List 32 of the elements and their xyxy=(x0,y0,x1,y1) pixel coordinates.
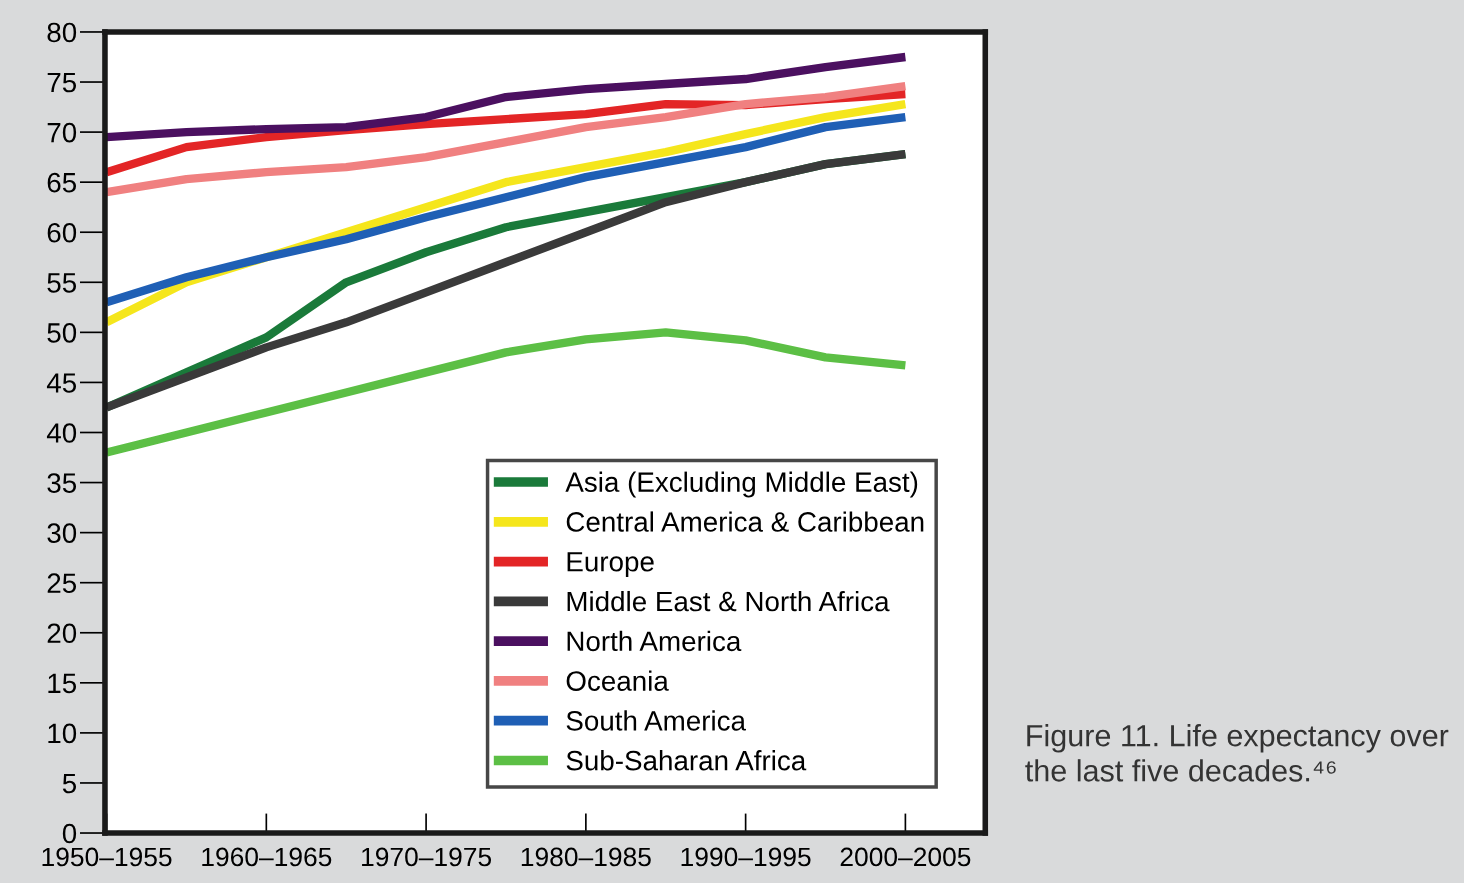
y-tick-label: 60 xyxy=(47,222,77,243)
legend-label: South America xyxy=(566,710,746,731)
legend-label: Sub-Saharan Africa xyxy=(566,750,807,771)
y-tick-label: 70 xyxy=(47,122,77,143)
y-tick-label: 30 xyxy=(47,523,77,543)
legend-label: Central America & Caribbean xyxy=(566,511,924,532)
y-tick-label: 55 xyxy=(47,273,77,293)
y-tick-label: 15 xyxy=(48,673,77,694)
y-tick-label: 75 xyxy=(47,72,77,93)
y-tick-label: 80 xyxy=(47,22,77,43)
legend-label: Middle East & North Africa xyxy=(567,590,890,612)
y-tick-label: 5 xyxy=(62,773,77,794)
y-tick-label: 35 xyxy=(47,473,77,493)
y-tick-label: 65 xyxy=(47,172,77,193)
x-tick-label: 1980–1985 xyxy=(521,847,651,867)
x-tick-label: 1970–1975 xyxy=(362,847,492,867)
legend-label: Europe xyxy=(567,552,654,578)
y-tick-label: 10 xyxy=(48,723,77,744)
caption: Figure 11. Life expectancy over the last five decades.⁴⁶ xyxy=(1025,724,1449,782)
x-tick-label: 1950–1955 xyxy=(42,847,172,867)
legend-label: North America xyxy=(567,630,742,652)
y-tick-label: 20 xyxy=(47,623,77,644)
x-tick-label: 2000–2005 xyxy=(840,847,971,867)
x-tick-label: 1990–1995 xyxy=(681,847,811,867)
legend-label: Asia (Excluding Middle East) xyxy=(565,471,918,498)
y-tick-label: 50 xyxy=(47,323,77,343)
x-tick-label: 1960–1965 xyxy=(202,847,332,867)
y-tick-label: 40 xyxy=(46,423,77,443)
y-tick-label: 25 xyxy=(47,573,77,594)
y-tick-label: 45 xyxy=(46,373,77,393)
y-tick-label: 0 xyxy=(62,823,77,844)
legend-label: Oceania xyxy=(566,670,669,691)
